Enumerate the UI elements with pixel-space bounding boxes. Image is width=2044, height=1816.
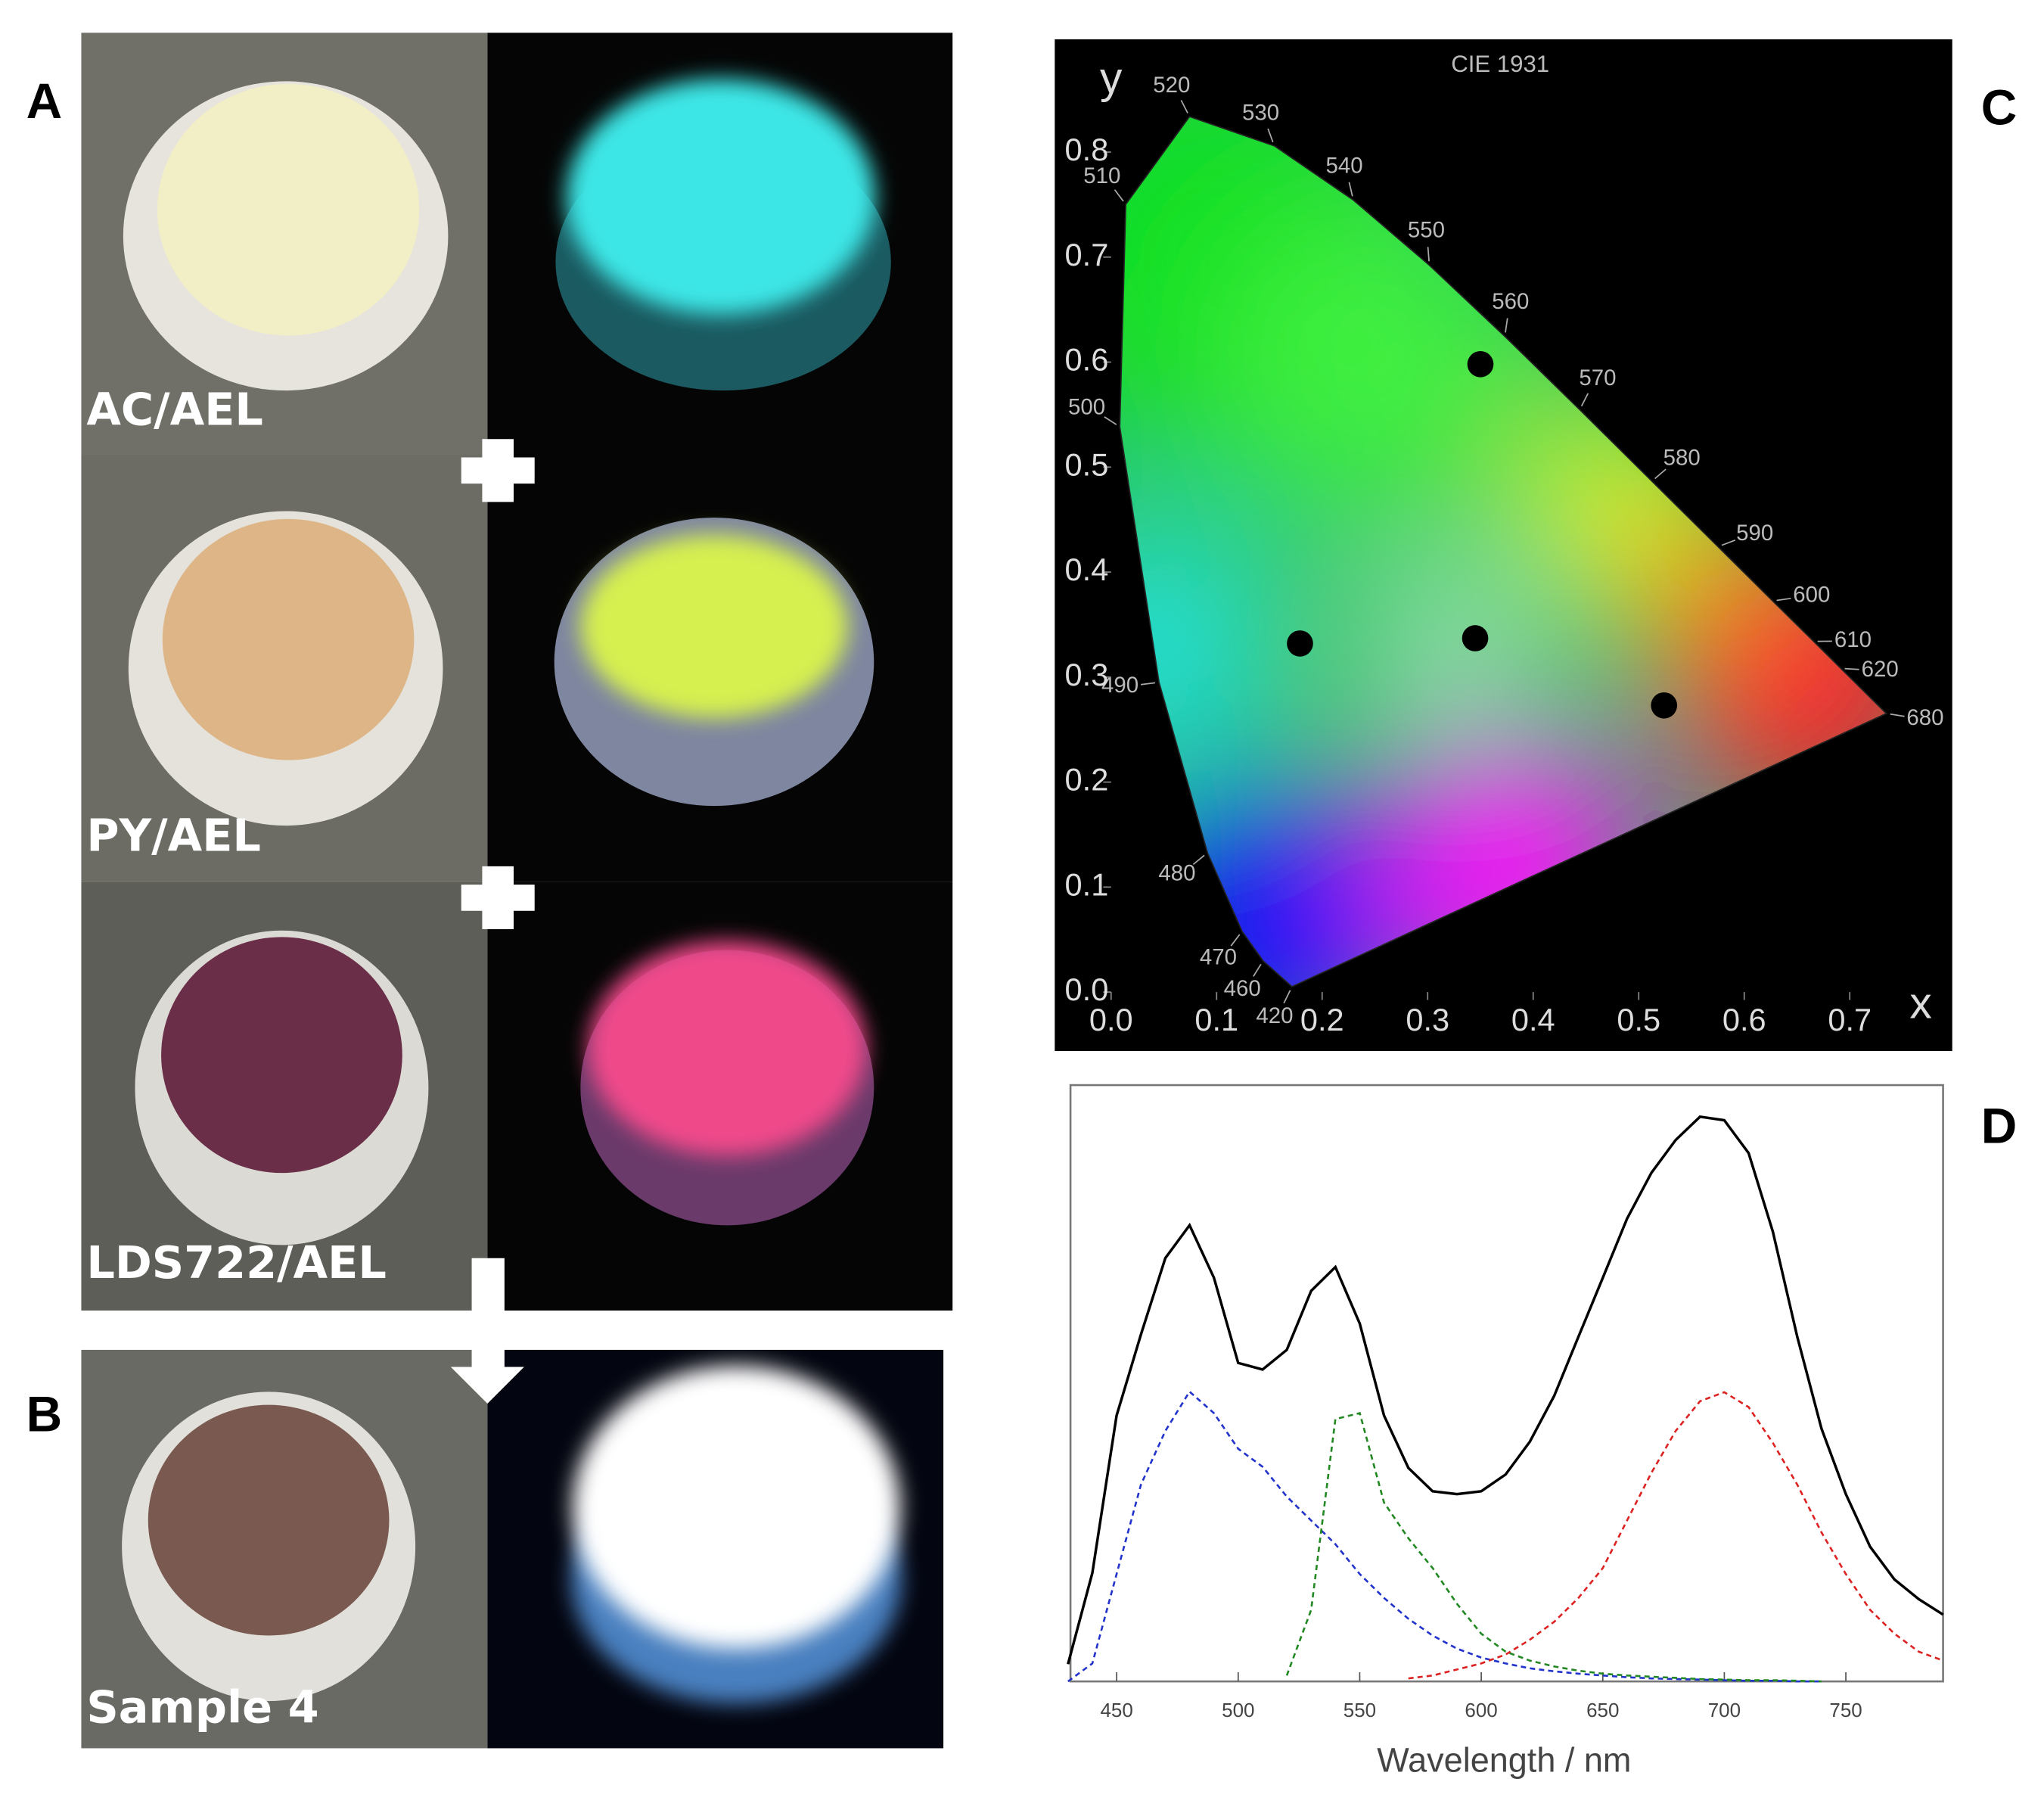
spectrum-line [1067, 1390, 1822, 1683]
powder [580, 534, 848, 719]
wavelength-label: 460 [1224, 976, 1261, 1001]
color-point [1462, 625, 1489, 651]
locus-tick [1721, 540, 1736, 546]
locus-tick [1505, 318, 1508, 333]
chart-title: CIE 1931 [1451, 51, 1549, 77]
wavelength-label: 420 [1256, 1003, 1293, 1028]
wavelength-label: 620 [1862, 657, 1899, 682]
locus-tick [1104, 416, 1117, 425]
wavelength-label: 570 [1579, 365, 1616, 390]
locus-tick [1580, 393, 1589, 407]
plus [461, 866, 535, 929]
x-tick-label: 0.6 [1722, 1002, 1766, 1037]
powder [588, 941, 866, 1156]
wavelength-label: 540 [1325, 153, 1362, 178]
plus [461, 439, 535, 502]
locus-tick [1180, 100, 1188, 114]
x-tick-label: 0.4 [1511, 1002, 1555, 1037]
y-tick-label: 0.1 [1065, 866, 1109, 902]
x-tick-label: 500 [1222, 1699, 1254, 1721]
x-tick-label: 0.0 [1089, 1002, 1133, 1037]
photos: AC/AEL PY/AEL LDS722/AEL Sample 4 [81, 33, 953, 1749]
panel-label: B [26, 1385, 63, 1441]
x-tick-label: 0.1 [1194, 1002, 1238, 1037]
y-tick-label: 0.4 [1065, 552, 1109, 587]
wavelength-label: 500 [1068, 394, 1105, 419]
spectrum-line [1408, 1391, 1944, 1680]
photo-label: PY/AEL [86, 810, 261, 862]
photo-label: AC/AEL [86, 384, 263, 436]
y-tick-label: 0.8 [1065, 132, 1109, 167]
panel-label: D [1981, 1097, 2018, 1153]
powder [572, 1365, 900, 1649]
wavelength-label: 530 [1242, 100, 1279, 125]
wavelength-label: 550 [1408, 217, 1445, 242]
x-tick-label: 0.5 [1617, 1002, 1660, 1037]
color-point [1467, 350, 1494, 378]
y-tick-label: 0.3 [1065, 657, 1109, 692]
locus-tick [1140, 682, 1156, 686]
powder [148, 1404, 390, 1636]
y-axis-label: y [1100, 54, 1123, 103]
color-point [1287, 630, 1313, 657]
powder [566, 78, 876, 315]
x-tick-label: 750 [1829, 1699, 1862, 1721]
x-tick-label: 0.7 [1828, 1002, 1872, 1037]
arrow [450, 1258, 524, 1404]
spectrum-line [1285, 1412, 1822, 1683]
y-tick-label: 0.6 [1065, 342, 1109, 378]
panel-label: A [26, 73, 63, 129]
wavelength-label: 600 [1793, 583, 1830, 608]
locus-tick [1114, 189, 1124, 202]
locus-tick [1192, 854, 1205, 866]
wavelength-label: 560 [1492, 289, 1529, 314]
wavelength-label: 510 [1083, 163, 1120, 188]
x-axis-label: Wavelength / nm [1377, 1740, 1631, 1779]
locus-tick [1348, 182, 1353, 197]
locus-tick [1267, 128, 1274, 143]
wavelength-label: 480 [1158, 860, 1195, 885]
locus-tick [1776, 597, 1791, 602]
photo-label: LDS722/AEL [86, 1236, 387, 1289]
spectral-locus [1119, 116, 1888, 988]
locus-tick [1283, 990, 1291, 1004]
wavelength-label: 580 [1663, 445, 1701, 470]
wavelength-label: 590 [1736, 521, 1773, 546]
plot-frame [1069, 1084, 1944, 1683]
photo-label: Sample 4 [86, 1681, 318, 1733]
y-tick-label: 0.7 [1065, 237, 1109, 272]
x-tick-label: 450 [1100, 1699, 1132, 1721]
locus-tick [1427, 247, 1430, 262]
wavelength-label: 520 [1153, 73, 1190, 98]
locus-tick [1654, 468, 1667, 480]
wavelength-label: 680 [1906, 705, 1943, 730]
locus-tick [1844, 667, 1859, 670]
x-tick-label: 0.3 [1406, 1002, 1449, 1037]
x-tick-label: 0.2 [1300, 1002, 1344, 1037]
x-tick-label: 650 [1586, 1699, 1619, 1721]
wavelength-label: 610 [1834, 627, 1872, 652]
wavelength-label: 470 [1200, 945, 1237, 970]
y-tick-label: 0.5 [1065, 446, 1109, 482]
x-tick-label: 600 [1465, 1699, 1497, 1721]
spectrum-line [1067, 1115, 1944, 1665]
panel-label: C [1981, 79, 2018, 135]
powder [161, 937, 402, 1174]
powder [162, 518, 415, 760]
x-axis-label: x [1909, 979, 1931, 1028]
y-tick-label: 0.0 [1065, 972, 1109, 1007]
locus-tick [1890, 713, 1905, 717]
powder [157, 83, 420, 336]
y-tick-label: 0.2 [1065, 762, 1109, 798]
locus-tick [1230, 934, 1241, 947]
x-tick-label: 550 [1344, 1699, 1376, 1721]
locus-tick [1253, 963, 1262, 977]
x-tick-label: 700 [1708, 1699, 1741, 1721]
color-point [1651, 692, 1678, 719]
